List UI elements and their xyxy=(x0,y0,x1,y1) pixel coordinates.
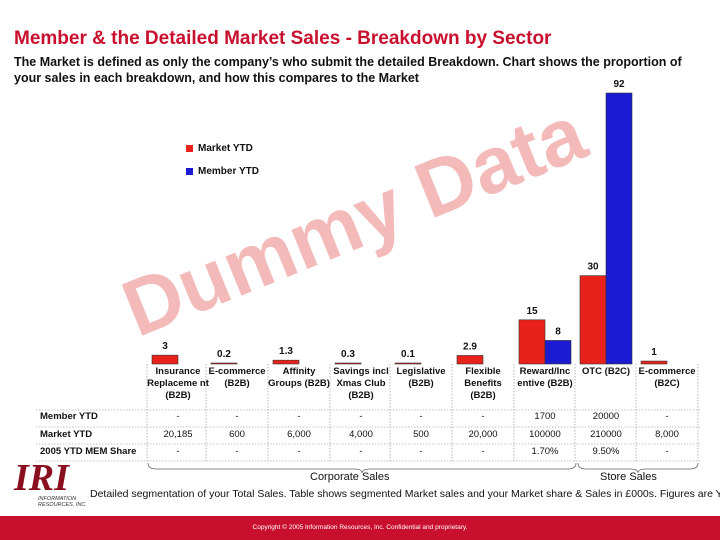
table-cell-r1-c5: 20,000 xyxy=(468,429,498,440)
table-cell-r2-c5: - xyxy=(481,446,485,457)
category-label-4: Legislative (B2B) xyxy=(396,366,446,389)
table-cell-r0-c6: 1700 xyxy=(534,411,556,422)
data-label-market-0: 3 xyxy=(162,341,168,352)
table-cell-r1-c3: 4,000 xyxy=(349,429,373,440)
row-label-share: 2005 YTD MEM Share xyxy=(40,446,137,457)
page-title: Member & the Detailed Market Sales - Bre… xyxy=(14,28,552,49)
page-subtitle: The Market is defined as only the compan… xyxy=(14,55,682,85)
category-label-2: Affinity Groups (B2B) xyxy=(268,366,330,389)
legend-label-member: Member YTD xyxy=(198,166,259,177)
bar-member-7 xyxy=(605,92,633,365)
category-label-0: Insurance Replaceme nt (B2B) xyxy=(147,366,209,401)
brace-corporate xyxy=(147,462,577,474)
table-cell-r1-c7: 210000 xyxy=(590,429,622,440)
legend-swatch-member xyxy=(186,167,193,175)
table-cell-r0-c3: - xyxy=(359,411,363,422)
table-cell-r1-c1: 600 xyxy=(229,429,245,440)
category-label-7: OTC (B2C) xyxy=(581,366,631,377)
table-cell-r0-c4: - xyxy=(419,411,423,422)
legend-label-market: Market YTD xyxy=(198,143,253,154)
table-cell-r2-c0: - xyxy=(176,446,180,457)
data-label-market-5: 2.9 xyxy=(463,341,477,352)
bar-market-3 xyxy=(334,362,362,365)
table-cell-r0-c5: - xyxy=(481,411,485,422)
table-cell-r1-c4: 500 xyxy=(413,429,429,440)
bar-market-4 xyxy=(394,362,422,365)
bar-market-7 xyxy=(579,275,607,365)
table-cell-r0-c8: - xyxy=(665,411,669,422)
table-cell-r2-c2: - xyxy=(297,446,301,457)
data-label-market-1: 0.2 xyxy=(217,349,231,360)
table-cell-r2-c1: - xyxy=(235,446,239,457)
table-cell-r1-c6: 100000 xyxy=(529,429,561,440)
svg-text:INFORMATION: INFORMATION xyxy=(38,496,76,502)
table-cell-r1-c0: 20,185 xyxy=(163,429,193,440)
bar-market-6 xyxy=(518,319,546,365)
data-label-market-8: 1 xyxy=(651,347,657,358)
footer-bar: Copyright © 2005 Information Resources, … xyxy=(0,516,720,540)
data-label-member-6: 8 xyxy=(555,326,561,337)
data-label-member-7: 92 xyxy=(613,79,625,90)
category-label-3: Savings incl Xmas Club (B2B) xyxy=(333,366,389,401)
brace-store xyxy=(577,462,699,474)
table-cell-r0-c0: - xyxy=(176,411,180,422)
bar-market-0 xyxy=(151,354,179,365)
bar-market-5 xyxy=(456,355,484,365)
category-label-6: Reward/Inc entive (B2B) xyxy=(517,366,573,389)
row-label-market: Market YTD xyxy=(40,429,93,440)
table-cell-r0-c2: - xyxy=(297,411,301,422)
table-cell-r0-c1: - xyxy=(235,411,239,422)
table-cell-r2-c3: - xyxy=(359,446,363,457)
table-cell-r2-c6: 1.70% xyxy=(531,446,559,457)
table-cell-r2-c7: 9.50% xyxy=(592,446,620,457)
table-cell-r1-c8: 8,000 xyxy=(655,429,679,440)
legend-swatch-market xyxy=(186,144,193,152)
bar-market-1 xyxy=(210,362,238,365)
svg-text:IRI: IRI xyxy=(13,457,70,499)
category-label-1: E-commerce (B2B) xyxy=(208,366,266,389)
row-label-member: Member YTD xyxy=(40,411,98,422)
table-cell-r2-c8: - xyxy=(665,446,669,457)
data-label-market-4: 0.1 xyxy=(401,349,415,360)
bar-market-2 xyxy=(272,359,300,365)
bar-market-8 xyxy=(640,360,668,365)
data-label-market-7: 30 xyxy=(587,262,599,273)
category-label-5: Flexible Benefits (B2B) xyxy=(464,366,502,401)
table-cell-r2-c4: - xyxy=(419,446,423,457)
group-corporate-sales: Corporate Sales xyxy=(310,471,390,483)
group-store-sales: Store Sales xyxy=(600,471,657,483)
table-cell-r1-c2: 6,000 xyxy=(287,429,311,440)
iri-logo: IRI INFORMATION RESOURCES, INC. xyxy=(13,457,87,508)
legend-item-member: Member YTD xyxy=(186,166,259,177)
legend-item-market: Market YTD xyxy=(186,143,253,154)
footnote: Detailed segmentation of your Total Sale… xyxy=(90,488,720,500)
table-cell-r0-c7: 20000 xyxy=(592,411,620,422)
data-label-market-2: 1.3 xyxy=(279,346,293,357)
data-label-market-3: 0.3 xyxy=(341,349,355,360)
bar-member-6 xyxy=(544,340,572,365)
category-label-8: E-commerce (B2C) xyxy=(638,366,696,389)
svg-text:RESOURCES, INC.: RESOURCES, INC. xyxy=(38,502,87,508)
data-label-market-6: 15 xyxy=(526,306,538,317)
copyright: Copyright © 2005 Information Resources, … xyxy=(252,524,468,531)
